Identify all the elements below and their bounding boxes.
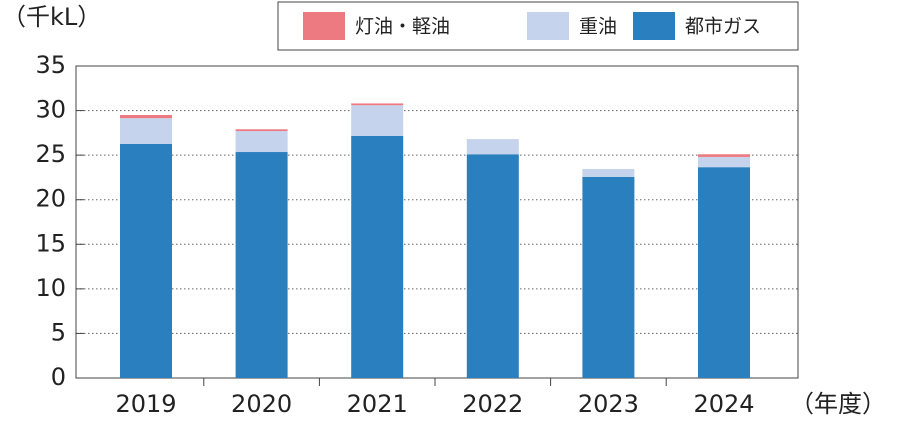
x-tick-label: 2020 [231,390,292,418]
y-tick-label: 15 [35,229,66,257]
x-tick-label: 2019 [115,390,176,418]
bar-segment [582,168,635,177]
y-tick-label: 5 [51,318,66,346]
bar-segment [351,105,404,136]
bar-segment [235,152,288,378]
bar-segment [235,131,288,153]
bar-segment [698,167,750,378]
legend-swatch [527,12,569,40]
legend-label: 都市ガス [685,16,761,38]
x-tick-label: 2021 [347,390,408,418]
x-axis-label: （年度） [790,390,886,418]
y-tick-label: 25 [35,140,66,168]
unit-label: （千kL） [2,3,101,31]
x-tick-label: 2024 [693,390,754,418]
bar-segment [351,135,404,378]
plot-frame [75,65,799,379]
bar-segment [120,118,172,144]
legend-label: 灯油・軽油 [355,16,450,38]
y-tick-label: 20 [35,185,66,213]
legend-swatch [633,12,675,40]
y-tick-label: 30 [35,96,66,124]
bar-segment [120,115,172,119]
x-tick-label: 2023 [578,390,639,418]
bar-segment [698,156,750,168]
bar-segment [466,154,519,378]
y-tick-label: 35 [35,51,66,79]
x-tick-label: 2022 [462,390,523,418]
bar-segment [235,129,288,132]
bar-segment [582,176,635,378]
y-tick-label: 0 [51,363,66,391]
bar-segment [351,103,404,106]
legend-swatch [303,12,345,40]
legend-label: 重油 [579,16,617,38]
bar-segment [698,154,750,157]
bar-segment [466,139,519,155]
y-tick-label: 10 [35,274,66,302]
bar-segment [120,144,172,378]
